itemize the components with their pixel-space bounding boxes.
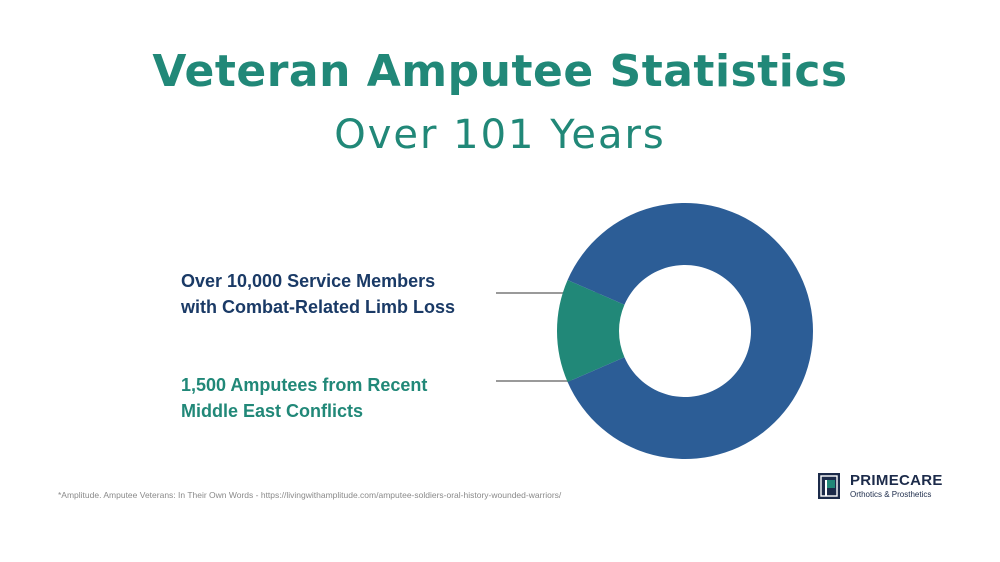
donut-slice-combat <box>567 203 813 459</box>
logo-tagline: Orthotics & Prosthetics <box>850 490 932 499</box>
page-subtitle: Over 101 Years <box>334 112 666 158</box>
series-label-combat-line1: Over 10,000 Service Members <box>181 271 436 291</box>
donut-slice-middle-east <box>557 280 625 382</box>
donut-chart <box>557 203 813 459</box>
source-citation: *Amplitude. Amputee Veterans: In Their O… <box>58 490 562 500</box>
series-label-combat-line2: with Combat-Related Limb Loss <box>181 297 456 317</box>
series-label-combat: Over 10,000 Service Members with Combat-… <box>181 268 501 320</box>
series-label-middle-east: 1,500 Amputees from Recent Middle East C… <box>181 372 501 424</box>
leader-line-combat <box>496 292 600 294</box>
series-label-middle-east-line2: Middle East Conflicts <box>181 401 364 421</box>
series-label-middle-east-line1: 1,500 Amputees from Recent <box>181 375 428 395</box>
logo-name: PRIMECARE <box>850 472 943 489</box>
primecare-logo-icon <box>818 473 840 499</box>
page-title: Veteran Amputee Statistics <box>152 46 848 97</box>
leader-line-middle-east <box>496 380 600 382</box>
